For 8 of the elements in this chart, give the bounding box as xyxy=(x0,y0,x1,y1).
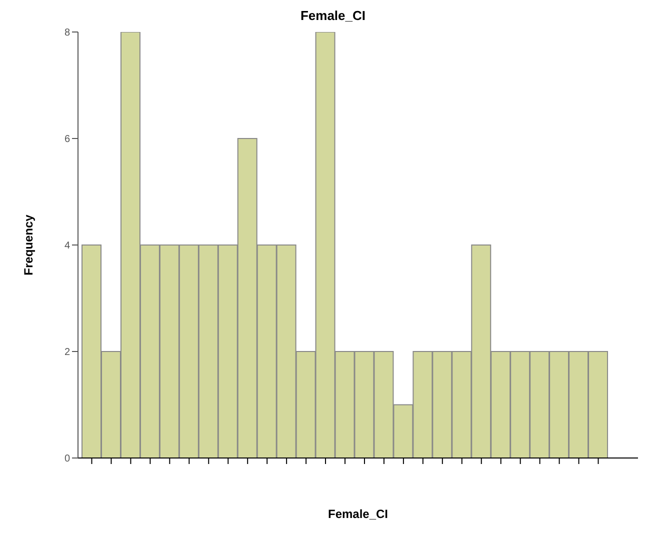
y-tick-label: 8 xyxy=(64,28,70,39)
x-axis-title: Female_CI xyxy=(328,507,388,521)
y-tick-label: 0 xyxy=(64,454,70,465)
y-tick-label: 2 xyxy=(64,347,70,358)
y-tick-label: 4 xyxy=(64,240,70,252)
chart-title: Female_CI xyxy=(299,8,367,25)
y-tick-label: 6 xyxy=(64,134,70,146)
y-axis-title: Frequency xyxy=(21,214,36,276)
